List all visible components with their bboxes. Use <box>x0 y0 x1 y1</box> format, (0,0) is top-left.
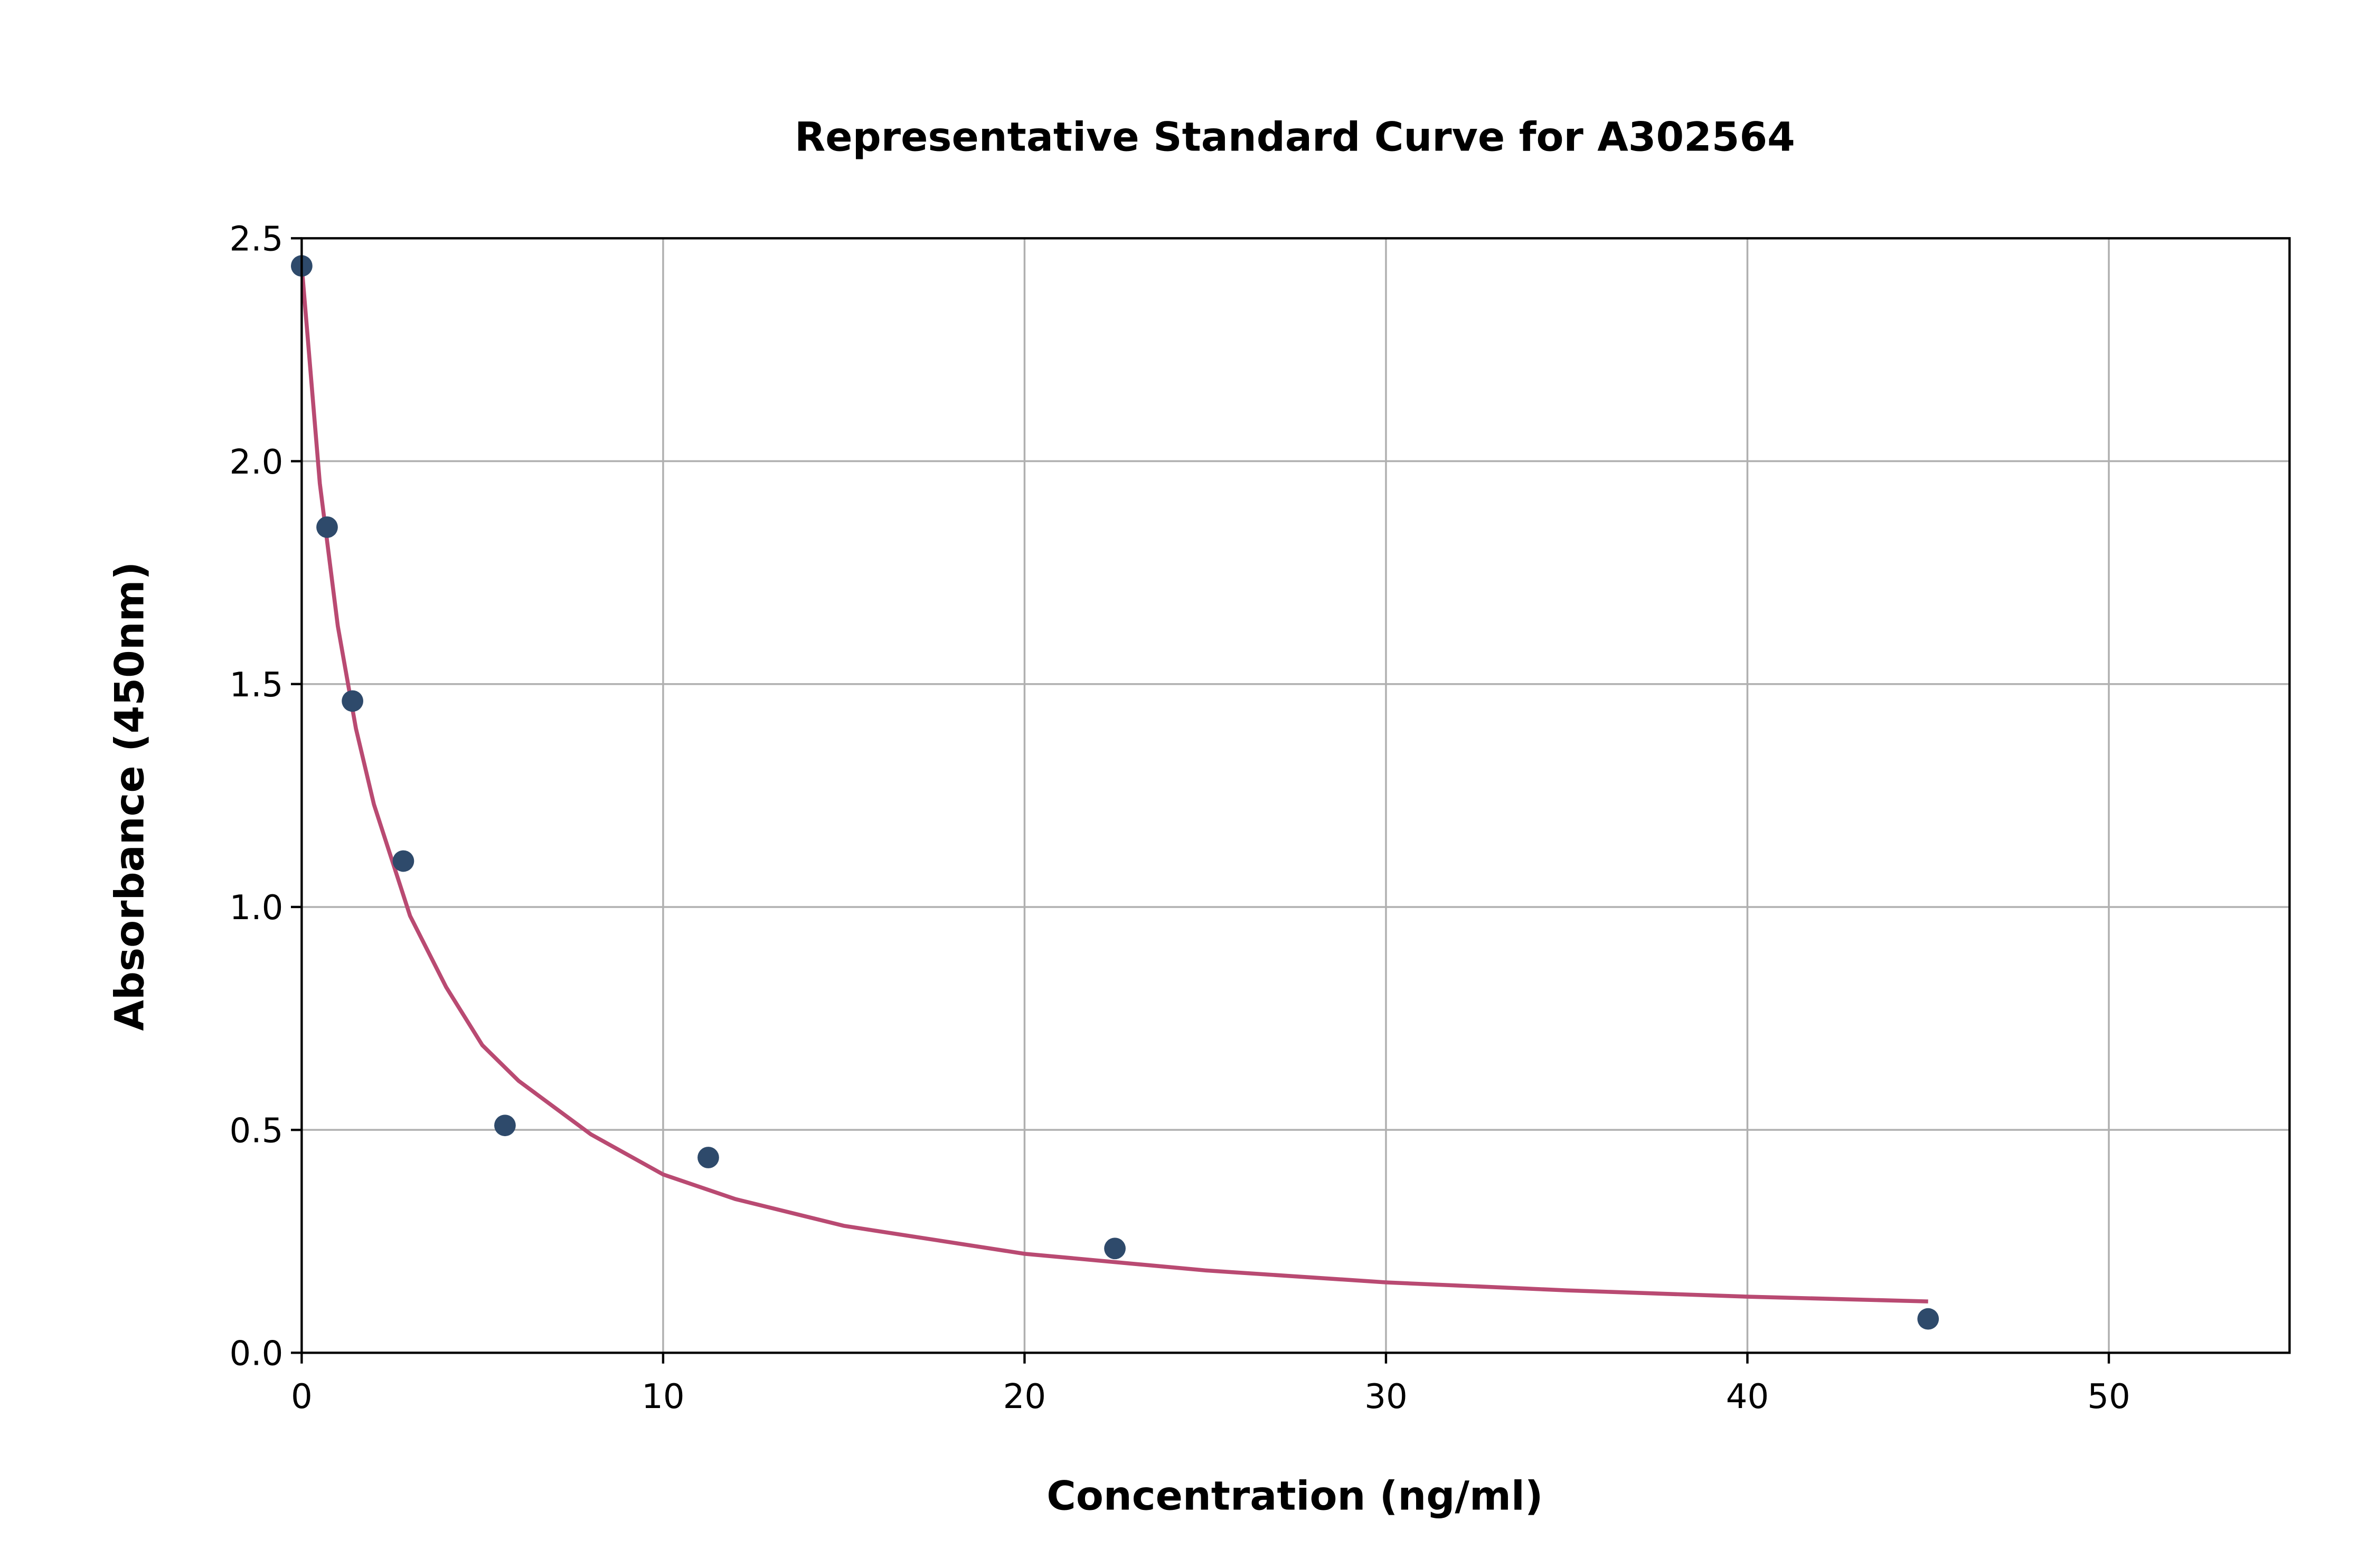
data-point <box>697 1147 719 1168</box>
y-tick-label: 2.0 <box>230 443 284 482</box>
y-tick-label: 0.0 <box>230 1335 284 1374</box>
x-tick-label: 30 <box>1364 1377 1408 1416</box>
data-points <box>290 255 1939 1330</box>
y-axis-ticks: 0.0 0.5 1.0 1.5 2.0 2.5 <box>230 220 302 1374</box>
x-axis-label: Concentration (ng/ml) <box>1046 1472 1543 1519</box>
data-point <box>1104 1238 1126 1260</box>
data-point <box>342 690 363 712</box>
x-tick-label: 50 <box>2087 1377 2130 1416</box>
x-tick-label: 40 <box>1726 1377 1769 1416</box>
plot-frame <box>300 237 2291 1354</box>
y-tick-label: 0.5 <box>230 1111 284 1150</box>
grid <box>300 237 2290 1354</box>
x-axis-ticks: 0 10 20 30 40 50 <box>291 1353 2130 1416</box>
fit-curve-group <box>299 265 1928 1303</box>
data-point <box>316 516 338 538</box>
data-point <box>1917 1308 1939 1330</box>
y-axis-label: Absorbance (450nm) <box>106 562 153 1031</box>
data-point <box>494 1114 516 1137</box>
y-tick-label: 1.5 <box>230 666 284 705</box>
y-tick-label: 1.0 <box>230 889 284 928</box>
data-point <box>392 850 414 872</box>
x-tick-label: 0 <box>291 1377 313 1416</box>
fit-curve <box>299 265 1928 1303</box>
y-tick-label: 2.5 <box>230 220 284 259</box>
chart-title: Representative Standard Curve for A30256… <box>795 114 1795 160</box>
x-tick-label: 10 <box>642 1377 685 1416</box>
x-tick-label: 20 <box>1003 1377 1046 1416</box>
